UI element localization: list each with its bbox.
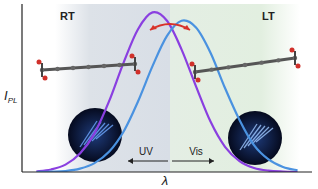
molecule-atom xyxy=(102,64,106,68)
molecule-oxygen xyxy=(190,62,195,67)
molecule-oxygen xyxy=(130,54,135,59)
molecule-atom xyxy=(226,65,230,69)
molecule-oxygen xyxy=(136,70,141,75)
arrow-head xyxy=(150,25,157,30)
annotation-rt: RT xyxy=(60,10,75,22)
y-axis xyxy=(21,4,22,172)
annotation-lt: LT xyxy=(262,10,275,22)
molecule-oxygen xyxy=(290,48,295,53)
molecule-atom xyxy=(209,67,213,71)
arrow-head xyxy=(209,158,214,164)
molecule-atom xyxy=(243,63,247,67)
molecule-atom xyxy=(71,66,75,70)
molecule-atom xyxy=(259,60,263,64)
vis-arrow xyxy=(172,161,214,162)
arrow-head xyxy=(128,158,133,164)
spectrum-line xyxy=(37,20,298,172)
spectrum-line xyxy=(37,12,298,172)
molecule-oxygen xyxy=(196,78,201,83)
molecule-backbone xyxy=(195,58,295,72)
molecule-group xyxy=(194,65,196,79)
molecule-atom xyxy=(55,67,59,71)
lt-region xyxy=(170,4,300,172)
molecule-atom xyxy=(86,65,90,69)
molecule-atom xyxy=(117,63,121,67)
molecule-oxygen xyxy=(37,60,42,65)
photo xyxy=(228,111,282,165)
molecule-group xyxy=(134,57,136,71)
molecule-atom xyxy=(276,58,280,62)
arrow-head xyxy=(183,25,190,30)
y-label-sub: PL xyxy=(8,96,18,105)
photo-crystal xyxy=(256,128,273,142)
annotation-vis: Vis xyxy=(189,146,203,157)
uv-arrow xyxy=(128,161,168,162)
y-axis-label: IPL xyxy=(4,88,17,105)
molecule-group xyxy=(41,63,43,77)
photo xyxy=(68,108,122,162)
molecule-oxygen xyxy=(43,76,48,81)
curves xyxy=(37,12,298,172)
molecule-oxygen xyxy=(296,64,301,69)
photo-crystal xyxy=(252,127,269,144)
annotation-uv: UV xyxy=(139,146,153,157)
switch-arrow xyxy=(150,24,190,30)
molecule-group xyxy=(294,51,296,65)
x-axis-label: λ xyxy=(161,173,168,188)
chart: IPL λ RT LT UV Vis xyxy=(0,0,318,189)
